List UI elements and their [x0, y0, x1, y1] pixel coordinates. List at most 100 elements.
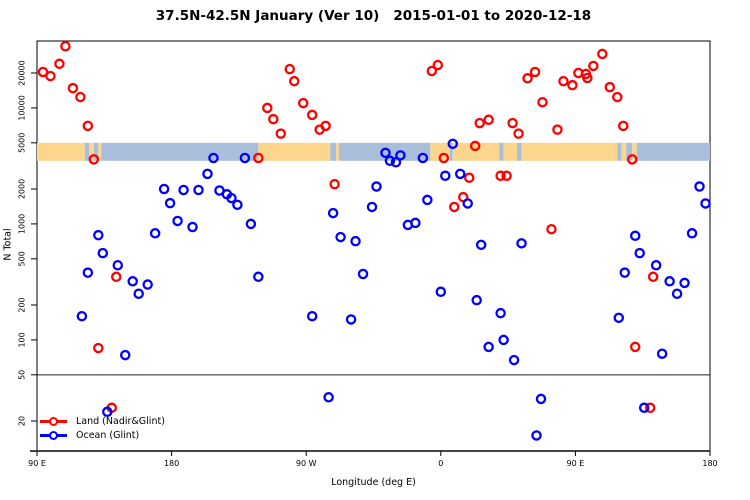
surface-band-segment-land [430, 142, 450, 161]
surface-band-segment-ocean [93, 142, 99, 161]
ocean-data-point [253, 271, 264, 283]
ocean-data-point [345, 314, 357, 325]
legend-label-land: Land (Nadir&Glint) [76, 415, 165, 427]
ocean-legend-marker [40, 430, 67, 440]
ocean-data-point [638, 402, 650, 414]
land-data-point [297, 97, 309, 109]
land-data-point [552, 124, 563, 135]
ocean-data-point [454, 168, 466, 180]
ocean-data-point [76, 310, 88, 322]
surface-band-segment-land [98, 142, 102, 161]
land-data-point [438, 152, 450, 164]
y-tick-label: 20 [18, 416, 27, 426]
ocean-data-point [119, 349, 131, 361]
ocean-data-point [239, 152, 251, 164]
ocean-data-point [187, 221, 198, 233]
surface-band-segment-ocean [617, 142, 622, 161]
land-data-point [647, 271, 659, 283]
ocean-data-point [97, 247, 109, 259]
ocean-data-point [158, 183, 170, 195]
land-data-point [306, 109, 318, 121]
y-tick-label: 1000 [18, 214, 27, 234]
surface-band-segment-ocean [339, 142, 431, 161]
ocean-data-point [226, 192, 237, 204]
surface-band-segment-ocean [626, 142, 633, 161]
land-data-point [567, 79, 578, 91]
land-data-point [626, 154, 638, 165]
land-data-point [288, 75, 300, 87]
land-data-point [314, 124, 325, 135]
x-tick-label: 90 E [567, 459, 585, 468]
y-tick-label: 2000 [18, 179, 27, 199]
land-data-point [483, 114, 494, 126]
ocean-data-point [535, 393, 547, 405]
land-data-point [612, 91, 623, 103]
ocean-data-point [664, 276, 675, 287]
x-tick-label: 0 [438, 459, 443, 468]
land-data-point [54, 58, 65, 70]
surface-band-segment-ocean [636, 142, 710, 161]
surface-band-segment-ocean [101, 142, 259, 161]
land-data-point [629, 341, 641, 353]
land-data-point [644, 402, 656, 414]
ocean-data-point [366, 201, 378, 213]
x-tick-label: 180 [702, 459, 717, 468]
surface-band-segment-ocean [517, 142, 522, 161]
land-data-point [262, 102, 273, 114]
ocean-data-point [232, 199, 243, 211]
ocean-data-point [422, 194, 433, 206]
land-data-point [75, 91, 86, 103]
surface-band-segment-land [37, 142, 85, 161]
ocean-data-point [495, 307, 506, 319]
y-tick-label: 20000 [18, 60, 27, 85]
land-legend-marker [40, 416, 67, 426]
surface-band-segment-land [452, 142, 500, 161]
x-tick-label: 180 [164, 459, 179, 468]
ocean-data-point [172, 215, 183, 227]
ocean-data-point [462, 198, 473, 209]
land-data-point [67, 82, 79, 94]
ocean-data-point [82, 267, 94, 278]
land-data-point [618, 120, 629, 132]
chart-title: 37.5N-42.5N January (Ver 10) 2015-01-01 … [155, 8, 592, 24]
ocean-data-point [357, 268, 369, 280]
land-data-point [546, 223, 557, 235]
land-data-point [474, 117, 485, 129]
surface-band-segment-ocean [84, 142, 90, 161]
surface-band-segment-land [621, 142, 627, 161]
y-tick-label: 50 [18, 370, 27, 380]
surface-band-segment-ocean [499, 142, 504, 161]
ocean-data-point [694, 181, 705, 192]
surface-band-segment-land [632, 142, 637, 161]
ocean-data-point [178, 184, 189, 196]
y-tick-label: 10000 [18, 95, 27, 120]
y-tick-label: 100 [18, 332, 27, 347]
ocean-data-point [516, 238, 527, 249]
ocean-data-point [471, 294, 482, 306]
land-data-point [253, 152, 264, 164]
surface-band-segment-ocean [330, 142, 337, 161]
land-data-point [82, 120, 94, 132]
land-data-point [537, 96, 548, 108]
land-data-point [463, 172, 475, 183]
ocean-data-point [531, 430, 542, 441]
land-data-point [329, 178, 340, 190]
land-data-point [558, 75, 569, 87]
ocean-data-point [498, 334, 509, 346]
land-data-point [88, 154, 100, 165]
ocean-data-point [700, 198, 711, 209]
ocean-data-point [193, 184, 204, 196]
ocean-data-point [323, 392, 334, 403]
surface-band-segment-land [336, 142, 340, 161]
ocean-data-point [142, 279, 153, 290]
ocean-data-point [380, 147, 391, 159]
ocean-data-point [127, 276, 138, 287]
land-data-point [449, 201, 460, 213]
legend-item-ocean: Ocean (Glint) [40, 428, 165, 442]
ocean-data-point [447, 138, 459, 150]
land-data-point [597, 48, 608, 60]
land-data-point [501, 170, 512, 182]
ocean-data-point [327, 207, 339, 219]
